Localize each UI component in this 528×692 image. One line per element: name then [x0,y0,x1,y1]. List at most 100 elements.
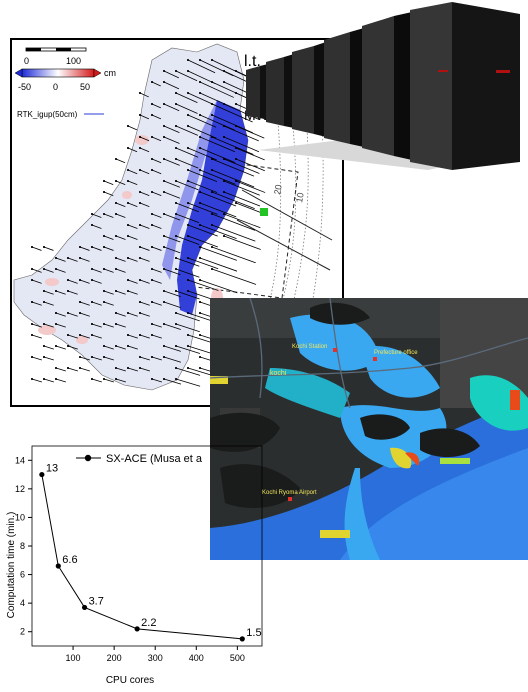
legend-label: SX-ACE (Musa et a [106,453,203,465]
vector-legend: RTK_igup(50cm) [17,110,104,119]
data-label: 13 [46,463,58,475]
gps-vector [90,245,102,251]
gps-vector [102,377,114,383]
gps-vector [90,322,102,328]
gps-vector [66,333,78,339]
gps-vector [150,102,161,109]
x-tick-label: 400 [189,653,204,663]
gps-vector [198,201,237,218]
gps-vector [150,245,162,251]
gps-vector [30,377,42,383]
gps-vector [162,135,180,144]
gps-vector [162,102,180,112]
scale-tick-100: 100 [66,56,81,66]
gps-vector [186,179,218,193]
y-tick-label: 14 [15,455,25,465]
gps-vector [42,289,54,295]
gps-vector [198,146,236,163]
gps-vector [162,300,181,308]
gps-vector [42,245,54,251]
supercomputer-svg: l.t. MW [244,2,520,170]
gps-vector [90,212,102,218]
legend-marker [84,454,92,462]
gps-vector [54,256,66,262]
label-kochi-station: Kochi Station [292,344,327,350]
gps-vector [42,322,54,328]
place-labels: Kochi Station Prefecture office kochi Ko… [262,344,418,496]
gps-vector [222,124,259,142]
gps-vector [162,377,182,385]
gps-vector [66,366,78,372]
gps-vector [54,322,66,328]
gps-vector [42,344,54,350]
data-points [39,471,245,642]
gps-vector [138,168,150,175]
gps-vector [138,190,150,196]
gps-vector [138,146,150,153]
gps-vector [150,168,162,175]
gps-vector [162,322,181,330]
gps-vector [78,366,90,372]
chart-legend: SX-ACE (Musa et a [76,453,203,465]
gps-vector [186,146,217,161]
gps-vector [114,256,126,262]
gps-vector [150,157,162,164]
gps-vector [162,267,181,276]
gps-vector [162,355,182,363]
gps-vector [126,289,138,295]
gps-vector [102,179,114,186]
gps-vector [102,245,114,251]
contour-label-10: 10 [294,192,306,204]
place-markers [288,348,377,501]
x-tick-label: 300 [148,653,163,663]
gps-vector [138,201,150,207]
label-kochi: kochi [270,370,287,377]
gps-vector [138,223,150,229]
gps-vector [222,157,260,174]
gps-vector [102,322,114,328]
x-tick-label: 200 [107,653,122,663]
gps-vector [174,146,199,158]
gps-vector [198,113,235,131]
gps-vector [30,278,42,284]
gps-vector [186,223,218,237]
gps-vector [150,223,162,229]
gps-vector [138,113,150,120]
gps-vector [114,212,126,218]
gps-vector [66,311,78,317]
gps-vector [114,377,126,383]
server-cabinet [324,28,364,147]
data-point [81,604,88,611]
gps-vector [222,179,260,196]
inundation-map-svg: Kochi Station Prefecture office kochi Ko… [210,298,528,560]
gps-vector [54,267,66,273]
gps-vector [174,91,198,103]
gps-vector [174,311,200,322]
server-cabinet-front [410,2,520,170]
gps-vector [42,267,54,273]
gps-vector [162,157,180,166]
gps-vector [66,344,78,350]
gps-vector [150,267,162,273]
gps-vector [210,245,256,264]
gps-vector [162,245,181,254]
gps-vector [66,289,78,295]
gps-vector [90,377,102,383]
gps-vector [198,168,236,185]
gps-vector [30,322,42,328]
x-tick-label: 500 [230,653,245,663]
gps-vector [198,80,234,98]
gps-vector [210,168,255,188]
gps-vector [78,245,90,251]
gps-vector [126,201,138,207]
gps-vector [186,256,219,270]
gps-vector [126,344,138,350]
y-axis-ticks: 2 4 6 8 10 12 14 [15,455,32,637]
vector-legend-label: RTK_igup(50cm) [17,110,78,119]
server-cabinet [246,64,268,120]
data-label: 3.7 [89,595,104,607]
gps-vector [54,377,66,383]
server-cabinets [246,2,520,170]
gps-vector [138,300,150,306]
gps-vector [174,322,200,333]
